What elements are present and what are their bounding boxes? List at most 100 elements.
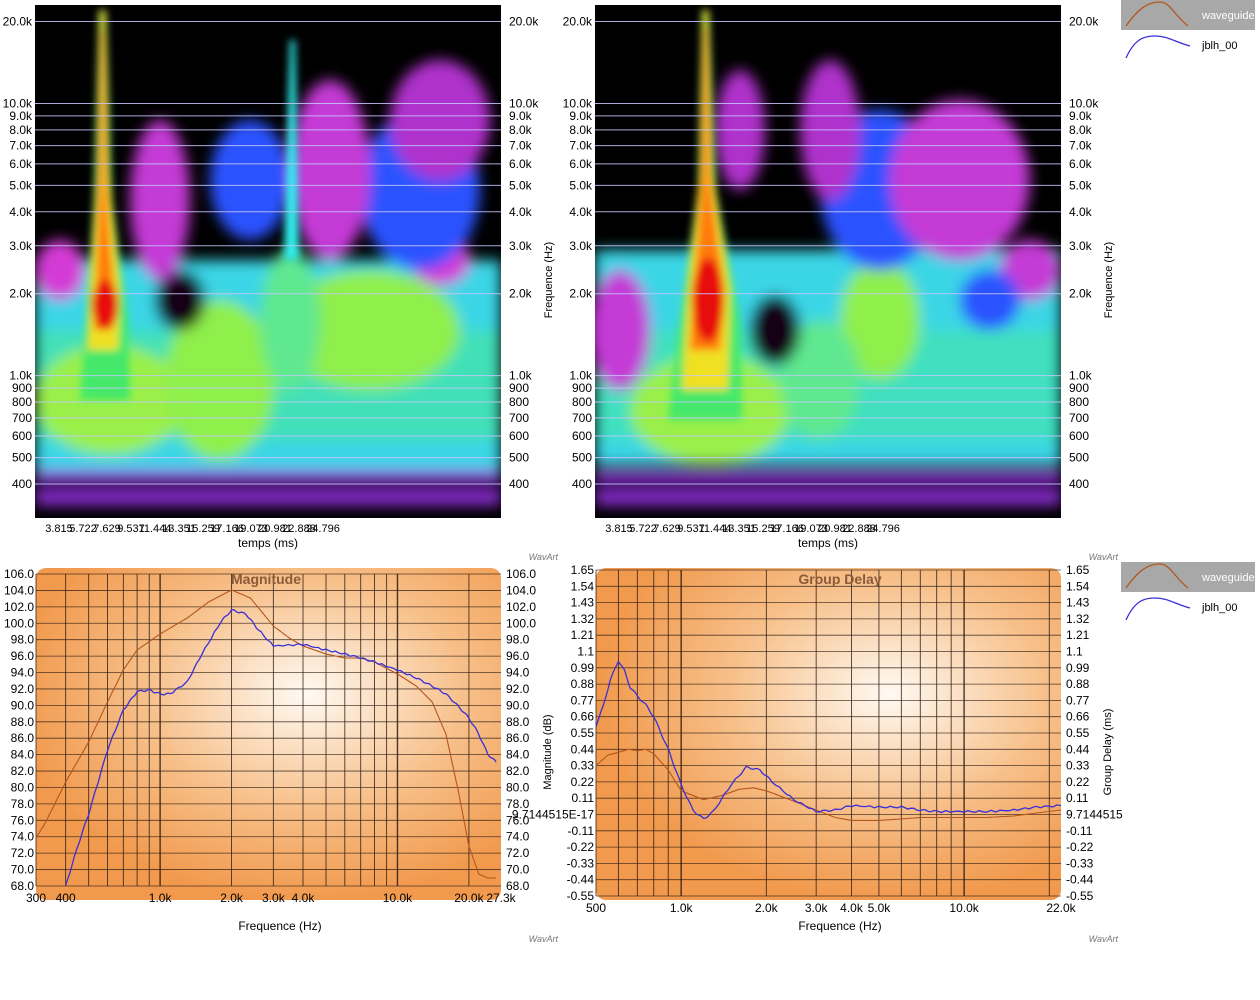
chart-xtick: 300: [26, 891, 46, 905]
group-delay-series: [595, 660, 1062, 821]
chart-ytick-left: 0.99: [571, 661, 595, 675]
legend-highlight: [1121, 562, 1255, 592]
chart-ytick-right: 76.0: [506, 813, 530, 827]
legend-label: waveguide: [1201, 572, 1255, 584]
legend-swatch-waveguide: [1125, 1, 1189, 27]
series-line-jblh-00: [595, 660, 1062, 820]
wavelet-time-tick: 20.981: [818, 523, 852, 535]
chart-ytick-left: 0.88: [571, 677, 595, 691]
group-delay-tick-labels: 1.65 1.65 1.54 1.54 1.43 1.43 1.32 1.32 1.21 1.21…: [512, 563, 1123, 915]
chart-ytick-right: 90.0: [506, 698, 530, 712]
group-delay-chart: 1.65 1.65 1.54 1.54 1.43 1.43 1.32 1.32 1.21 1.21…: [512, 563, 1123, 933]
wavelet-time-tick: 7.629: [93, 523, 121, 535]
wavelet-freq-tick-right: 7.0k: [1069, 139, 1093, 153]
chart-ytick-left: 92.0: [11, 682, 35, 696]
chart-ytick-left: 104.0: [4, 583, 34, 597]
wavelet-freq-tick-left: 600: [572, 429, 592, 443]
legend-swatch-jblh-00: [1125, 597, 1191, 621]
chart-ytick-left: 0.22: [571, 775, 595, 789]
chart-ytick-right: -0.44: [1066, 873, 1094, 887]
chart-ytick-left: 1.54: [571, 579, 595, 593]
chart-ytick-right: 100.0: [506, 616, 536, 630]
wavelet-freq-tick-left: 3.0k: [569, 239, 593, 253]
chart-ytick-left: -0.33: [567, 856, 595, 870]
wavelet-freq-tick-right: 700: [1069, 411, 1089, 425]
chart-ytick-right: 1.43: [1066, 596, 1090, 610]
chart-ytick-left: -0.44: [567, 873, 595, 887]
chart-ytick-left: 70.0: [11, 863, 35, 877]
wavelet-freq-tick-right: 10.0k: [1069, 96, 1099, 110]
wavelet-freq-tick-left: 8.0k: [9, 123, 33, 137]
wavelet-time-tick: 11.444: [699, 523, 732, 535]
wavelet-time-tick: 13.351: [162, 523, 196, 535]
wavelet-freq-tick-left: 900: [572, 381, 592, 395]
chart-ytick-right: 70.0: [506, 863, 530, 877]
chart-ytick-left: 0.33: [571, 759, 595, 773]
wavelet-freq-tick-left: 4.0k: [9, 205, 33, 219]
chart-ytick-right: 1.21: [1066, 628, 1090, 642]
chart-ytick-right: 0.22: [1066, 775, 1090, 789]
group-delay-left-ylabel: Magnitude (dB): [542, 714, 554, 789]
wavelet-freq-tick-left: 5.0k: [569, 178, 593, 192]
wavelet-freq-tick-right: 20.0k: [509, 15, 539, 29]
watermark-3: WavArt: [529, 934, 559, 944]
wavelet-time-tick: 20.981: [258, 523, 292, 535]
wavelet-freq-tick-left: 10.0k: [563, 96, 593, 110]
wavelet-freq-tick-left: 700: [572, 411, 592, 425]
chart-ytick-left: 74.0: [11, 830, 35, 844]
chart-ytick-right: 0.55: [1066, 726, 1090, 740]
chart-ytick-left: 76.0: [11, 813, 35, 827]
wavelet-freq-tick-left: 400: [12, 477, 32, 491]
chart-ytick-right: 1.65: [1066, 563, 1090, 577]
chart-ytick-right: 1.1: [1066, 645, 1083, 659]
wavelet-time-tick: 5.722: [629, 523, 657, 535]
chart-ytick-left: 98.0: [11, 633, 35, 647]
wavelet-freq-tick-left: 7.0k: [9, 139, 33, 153]
chart-ytick-left: 1.21: [571, 628, 595, 642]
wavelet-time-tick: 24.796: [306, 523, 340, 535]
wavelet-time-tick: 3.815: [45, 523, 73, 535]
chart-ytick-right: -0.22: [1066, 840, 1094, 854]
wavelet-time-tick: 15.259: [186, 523, 220, 535]
wavelet-ylabel-1: Frequence (Hz): [543, 242, 555, 318]
wavelet-freq-tick-right: 3.0k: [1069, 239, 1093, 253]
wavelet-freq-tick-left: 800: [572, 395, 592, 409]
chart-ytick-right: 78.0: [506, 797, 530, 811]
magnitude-chart: 106.0 106.0 104.0 104.0 102.0 102.0 100.0 100.0…: [4, 567, 536, 933]
chart-ytick-right: 84.0: [506, 748, 530, 762]
wavelet-freq-tick-right: 7.0k: [509, 139, 533, 153]
chart-xtick: 3.0k: [262, 891, 286, 905]
chart-xtick: 10.0k: [383, 891, 413, 905]
wavelet-freq-tick-left: 20.0k: [3, 15, 33, 29]
wavelet-freq-tick-right: 20.0k: [1069, 15, 1099, 29]
magnitude-tick-labels: 106.0 106.0 104.0 104.0 102.0 102.0 100.0 100.0…: [4, 567, 536, 905]
chart-ytick-left: 1.1: [577, 645, 594, 659]
chart-ytick-left: 1.43: [571, 596, 595, 610]
wavelet-freq-tick-right: 2.0k: [1069, 287, 1093, 301]
chart-ytick-right: -0.55: [1066, 889, 1094, 903]
wavelet-freq-tick-right: 800: [509, 395, 529, 409]
group-delay-title: Group Delay: [798, 571, 881, 587]
wavelet-time-tick: 22.888: [842, 523, 876, 535]
chart-xtick: 20.0k: [454, 891, 484, 905]
wavelet-freq-tick-right: 700: [509, 411, 529, 425]
wavelet-time-tick: 11.444: [139, 523, 172, 535]
wavelet-time-tick: 22.888: [282, 523, 316, 535]
wavelet-freq-tick-left: 2.0k: [9, 287, 33, 301]
chart-ytick-right: 0.33: [1066, 759, 1090, 773]
chart-ytick-right: 96.0: [506, 649, 530, 663]
wavelet-freq-tick-left: 3.0k: [9, 239, 33, 253]
chart-ytick-left: 0.66: [571, 710, 595, 724]
wavelet-xlabel-1: temps (ms): [238, 536, 298, 550]
wavelet-freq-tick-right: 5.0k: [509, 178, 533, 192]
legend-label: waveguide: [1201, 10, 1255, 22]
chart-ytick-left: 1.32: [571, 612, 595, 626]
wavelet-freq-tick-left: 20.0k: [563, 15, 593, 29]
wavelet-freq-tick-right: 9.0k: [1069, 109, 1093, 123]
wavelet-grid-2: [595, 21, 1061, 485]
chart-ytick-right: 9.7144515: [1066, 808, 1123, 822]
chart-ytick-right: 106.0: [506, 567, 536, 581]
chart-ytick-left: 68.0: [11, 879, 35, 893]
chart-ytick-left: 90.0: [11, 698, 35, 712]
